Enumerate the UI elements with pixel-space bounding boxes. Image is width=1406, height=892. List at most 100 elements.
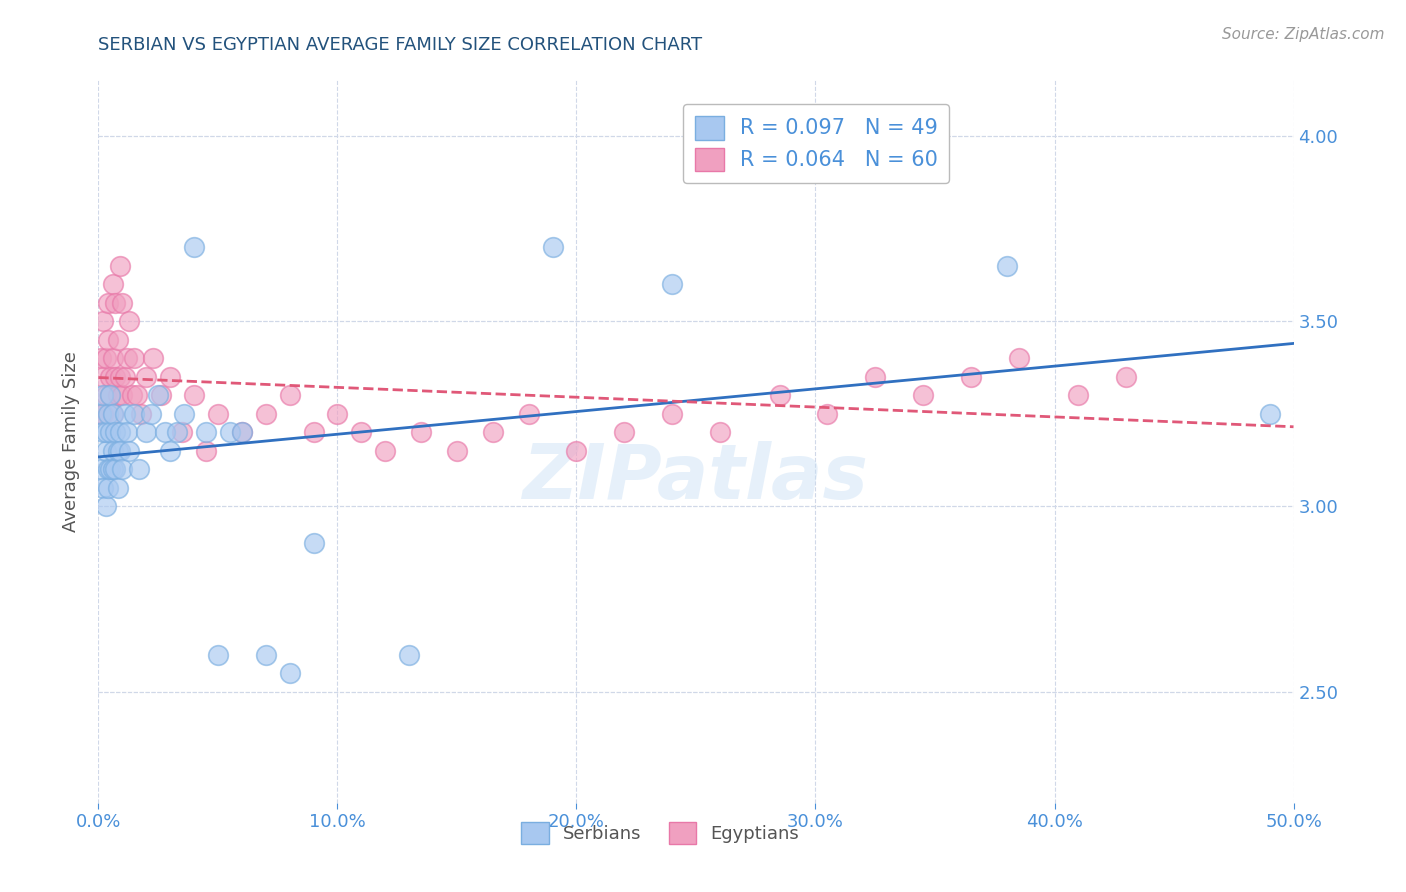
- Text: Source: ZipAtlas.com: Source: ZipAtlas.com: [1222, 27, 1385, 42]
- Point: [107, 443, 129, 458]
- Point: [254, 407, 277, 421]
- Point: [91, 388, 114, 402]
- Point: [97, 462, 120, 476]
- Point: [90, 407, 112, 421]
- Point: [90, 351, 112, 366]
- Point: [374, 443, 396, 458]
- Point: [231, 425, 253, 440]
- Point: [1067, 388, 1090, 402]
- Point: [183, 240, 205, 254]
- Y-axis label: Average Family Size: Average Family Size: [62, 351, 80, 532]
- Point: [661, 277, 683, 291]
- Point: [1115, 369, 1137, 384]
- Point: [219, 425, 242, 440]
- Point: [90, 462, 112, 476]
- Point: [91, 481, 114, 495]
- Point: [90, 407, 112, 421]
- Point: [98, 388, 122, 402]
- Point: [98, 388, 122, 402]
- Point: [398, 648, 420, 662]
- Point: [1008, 351, 1031, 366]
- Point: [278, 666, 301, 681]
- Point: [865, 369, 887, 384]
- Point: [131, 407, 153, 421]
- Point: [108, 443, 131, 458]
- Point: [101, 407, 124, 421]
- Point: [709, 425, 731, 440]
- Point: [148, 388, 170, 402]
- Point: [541, 240, 564, 254]
- Point: [108, 259, 131, 273]
- Point: [107, 481, 129, 495]
- Point: [115, 351, 138, 366]
- Point: [661, 407, 683, 421]
- Point: [142, 351, 165, 366]
- Point: [815, 407, 838, 421]
- Point: [111, 462, 134, 476]
- Point: [98, 369, 122, 384]
- Point: [97, 295, 120, 310]
- Point: [278, 388, 301, 402]
- Point: [121, 388, 143, 402]
- Point: [207, 648, 229, 662]
- Point: [125, 388, 148, 402]
- Point: [97, 407, 120, 421]
- Point: [446, 443, 468, 458]
- Point: [94, 500, 117, 514]
- Point: [517, 407, 540, 421]
- Point: [94, 425, 117, 440]
- Point: [302, 425, 325, 440]
- Point: [166, 425, 188, 440]
- Point: [195, 425, 218, 440]
- Point: [254, 648, 277, 662]
- Point: [114, 407, 136, 421]
- Point: [107, 388, 129, 402]
- Point: [91, 425, 114, 440]
- Point: [135, 425, 157, 440]
- Point: [98, 425, 122, 440]
- Text: ZIPatlas: ZIPatlas: [523, 441, 869, 515]
- Legend: Serbians, Egyptians: Serbians, Egyptians: [515, 815, 806, 852]
- Point: [101, 443, 124, 458]
- Point: [960, 369, 983, 384]
- Point: [124, 351, 146, 366]
- Point: [98, 462, 122, 476]
- Point: [195, 443, 218, 458]
- Point: [159, 443, 181, 458]
- Point: [91, 407, 114, 421]
- Point: [94, 443, 117, 458]
- Point: [104, 295, 127, 310]
- Point: [326, 407, 349, 421]
- Point: [104, 462, 127, 476]
- Point: [149, 388, 172, 402]
- Point: [107, 333, 129, 347]
- Point: [135, 369, 157, 384]
- Point: [111, 295, 134, 310]
- Point: [173, 407, 195, 421]
- Point: [124, 407, 146, 421]
- Point: [101, 462, 124, 476]
- Point: [94, 388, 117, 402]
- Point: [565, 443, 588, 458]
- Point: [104, 369, 127, 384]
- Point: [172, 425, 194, 440]
- Point: [995, 259, 1018, 273]
- Point: [101, 407, 124, 421]
- Point: [1258, 407, 1281, 421]
- Point: [94, 351, 117, 366]
- Point: [111, 388, 134, 402]
- Point: [97, 333, 120, 347]
- Point: [139, 407, 162, 421]
- Point: [613, 425, 636, 440]
- Point: [159, 369, 181, 384]
- Point: [108, 369, 131, 384]
- Point: [481, 425, 505, 440]
- Point: [231, 425, 253, 440]
- Point: [768, 388, 790, 402]
- Point: [114, 369, 136, 384]
- Point: [101, 351, 124, 366]
- Point: [97, 481, 120, 495]
- Point: [183, 388, 205, 402]
- Point: [128, 462, 150, 476]
- Point: [302, 536, 325, 550]
